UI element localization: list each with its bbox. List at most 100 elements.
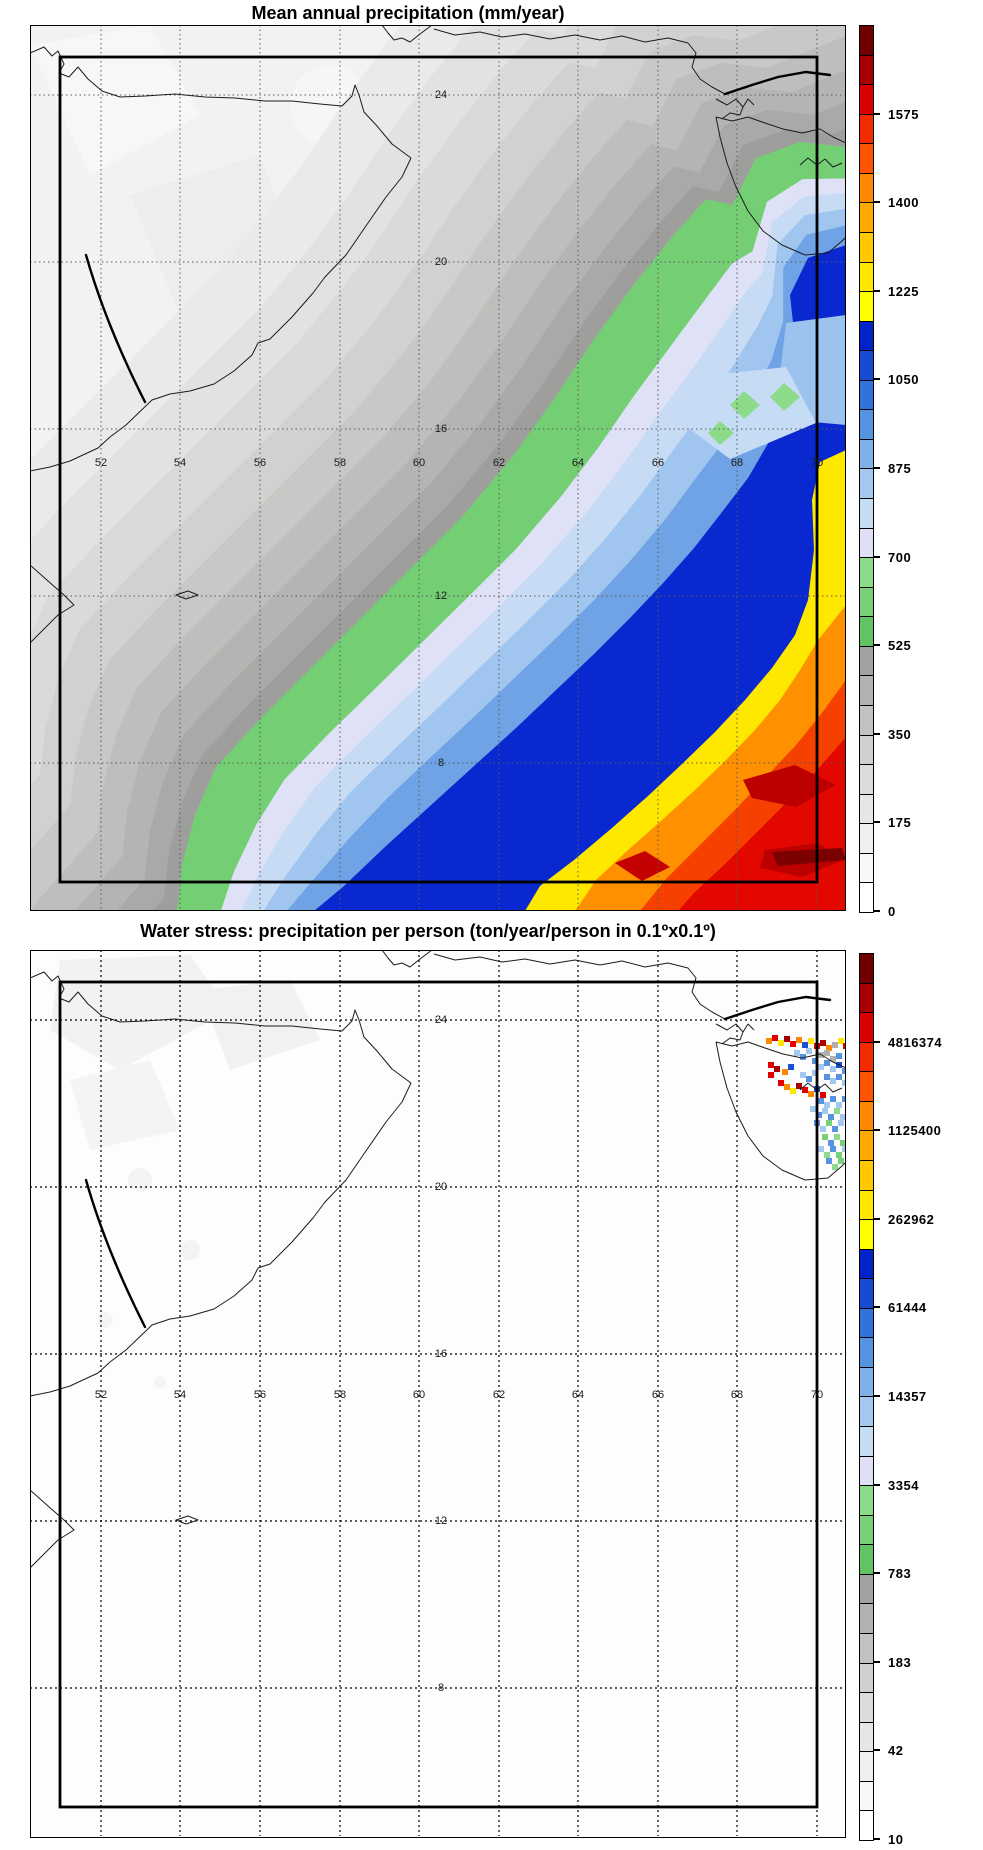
colorbar-segment: [860, 1337, 873, 1367]
colorbar-segment: [860, 1130, 873, 1160]
lon-axis-label: 68: [730, 457, 744, 469]
colorbar-tick-label: 1400: [888, 195, 919, 211]
colorbar-segment: [860, 704, 873, 735]
lon-axis-label: 52: [94, 457, 108, 469]
colorbar-segment: [860, 1721, 873, 1752]
colorbar-segment: [860, 291, 873, 321]
lon-axis-label: 58: [333, 457, 347, 469]
colorbar-segment: [860, 1662, 873, 1693]
colorbar-tick-label: 3354: [888, 1477, 919, 1493]
colorbar-segment: [860, 764, 873, 794]
colorbar-segment: [860, 1366, 873, 1397]
colorbar-tick-label: 350: [888, 726, 912, 742]
top-colorbar: [859, 25, 874, 913]
colorbar-tick-label: 262962: [888, 1211, 935, 1227]
colorbar-tick-label: 10: [888, 1832, 904, 1847]
colorbar-segment: [860, 26, 873, 55]
colorbar-tick-label: 1575: [888, 106, 919, 122]
lon-axis-label: 60: [412, 457, 426, 469]
colorbar-segment: [860, 1810, 873, 1840]
colorbar-tick: [874, 910, 880, 912]
colorbar-tick-label: 1225: [888, 283, 919, 299]
colorbar-segment: [860, 645, 873, 676]
lat-axis-label: 24: [434, 1014, 448, 1026]
lon-axis-label: 52: [94, 1389, 108, 1401]
colorbar-tick: [874, 1129, 880, 1132]
colorbar-segment: [860, 1159, 873, 1190]
colorbar-segment: [860, 734, 873, 765]
colorbar-segment: [860, 557, 873, 587]
colorbar-tick: [874, 201, 880, 204]
colorbar-segment: [860, 1603, 873, 1633]
colorbar-segment: [860, 1573, 873, 1604]
colorbar-segment: [860, 54, 873, 85]
colorbar-tick: [874, 1040, 880, 1043]
lon-axis-label: 70: [810, 1389, 824, 1401]
colorbar-segment: [860, 1514, 873, 1545]
colorbar-tick: [874, 1838, 880, 1840]
lon-axis-label: 56: [253, 1389, 267, 1401]
colorbar-tick-label: 783: [888, 1566, 912, 1582]
colorbar-segment: [860, 1780, 873, 1811]
bottom-map-canvas: [30, 950, 846, 1838]
colorbar-tick-label: 875: [888, 461, 912, 476]
lat-axis-label: 8: [437, 1682, 445, 1694]
colorbar-tick: [874, 467, 880, 469]
colorbar-tick-label: 0: [888, 904, 896, 919]
colorbar-segment: [860, 143, 873, 173]
colorbar-segment: [860, 438, 873, 469]
colorbar-segment: [860, 882, 873, 912]
colorbar-segment: [860, 1751, 873, 1781]
colorbar-segment: [860, 1307, 873, 1338]
colorbar-segment: [860, 954, 873, 983]
colorbar-tick-label: 1050: [888, 372, 919, 388]
lon-axis-label: 60: [412, 1389, 426, 1401]
lon-axis-label: 62: [492, 457, 506, 469]
lon-axis-label: 64: [571, 457, 585, 469]
colorbar-tick: [874, 644, 880, 647]
colorbar-tick: [874, 1749, 880, 1752]
colorbar-segment: [860, 172, 873, 203]
colorbar-tick-label: 175: [888, 815, 912, 831]
colorbar-segment: [860, 498, 873, 528]
colorbar-segment: [860, 1100, 873, 1131]
colorbar-segment: [860, 982, 873, 1013]
colorbar-segment: [860, 379, 873, 410]
colorbar-tick: [874, 289, 880, 292]
colorbar-segment: [860, 675, 873, 705]
lon-axis-label: 54: [173, 457, 187, 469]
colorbar-segment: [860, 852, 873, 883]
lat-axis-label: 16: [434, 423, 448, 435]
colorbar-segment: [860, 350, 873, 380]
colorbar-tick: [874, 1483, 880, 1486]
colorbar-segment: [860, 468, 873, 498]
colorbar-tick: [874, 821, 880, 824]
colorbar-tick: [874, 555, 880, 558]
colorbar-segment: [860, 527, 873, 558]
lat-axis-label: 20: [434, 1181, 448, 1193]
colorbar-tick: [874, 1217, 880, 1220]
bottom-colorbar: [859, 953, 874, 1841]
colorbar-segment: [860, 793, 873, 824]
top-map-canvas: [30, 25, 846, 911]
colorbar-segment: [860, 84, 873, 114]
colorbar-segment: [860, 586, 873, 617]
colorbar-segment: [860, 1248, 873, 1279]
colorbar-tick: [874, 378, 880, 381]
colorbar-segment: [860, 320, 873, 351]
lat-axis-label: 20: [434, 256, 448, 268]
colorbar-tick-label: 525: [888, 638, 912, 654]
colorbar-tick: [874, 112, 880, 115]
colorbar-segment: [860, 1426, 873, 1456]
colorbar-tick-label: 1125400: [888, 1123, 942, 1139]
colorbar-segment: [860, 1012, 873, 1042]
colorbar-segment: [860, 1071, 873, 1101]
colorbar-segment: [860, 1485, 873, 1515]
colorbar-segment: [860, 1189, 873, 1220]
lon-axis-label: 66: [651, 1389, 665, 1401]
colorbar-segment: [860, 616, 873, 646]
colorbar-tick-label: 700: [888, 549, 912, 565]
colorbar-segment: [860, 202, 873, 232]
lon-axis-label: 62: [492, 1389, 506, 1401]
